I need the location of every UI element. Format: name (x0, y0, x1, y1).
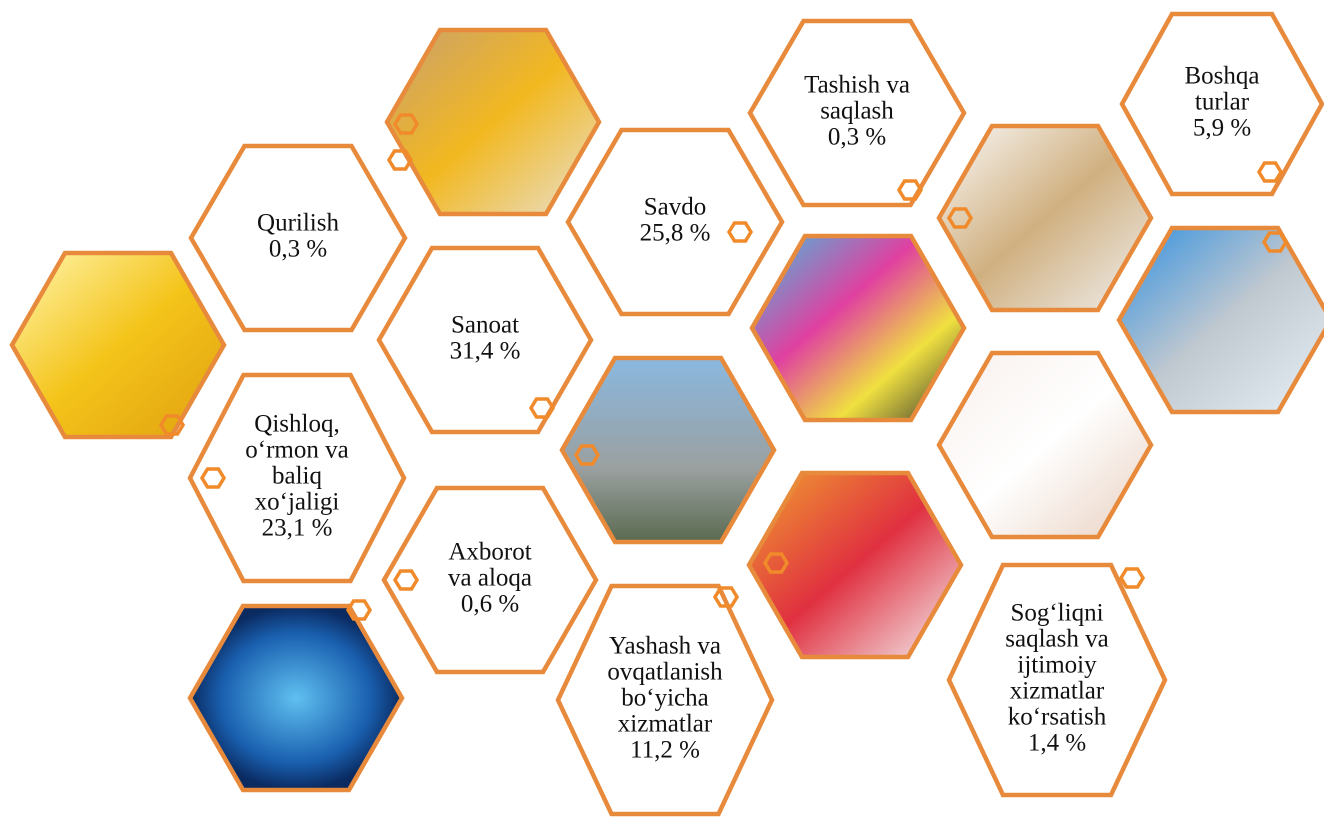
hexagon (187, 372, 407, 584)
sector-name: Axborot (448, 539, 531, 566)
mini-hex (726, 221, 754, 243)
image-hex (559, 355, 777, 545)
image-hex (749, 233, 967, 423)
hexagon (555, 583, 775, 817)
sector-name: Savdo (644, 194, 707, 221)
sector-name: saqlash (820, 98, 894, 125)
mini-hex (199, 467, 227, 489)
image-hex (187, 603, 405, 793)
sector-name: Tashish va (804, 72, 910, 99)
sector-share: 11,2 % (630, 737, 700, 764)
sector-name: xizmatlar (1010, 678, 1105, 705)
sector-share: 31,4 % (450, 338, 521, 365)
sector-share: 0,3 % (828, 124, 886, 151)
sector-name: o‘rmon va (245, 437, 348, 464)
mini-hex (392, 113, 420, 135)
sector-name: bo‘yicha (621, 685, 708, 712)
sector-share: 1,4 % (1028, 730, 1086, 757)
mini-hex (158, 414, 186, 436)
hexagon (1119, 11, 1324, 197)
mini-hex (1118, 567, 1146, 589)
sector-name: ovqatlanish (607, 659, 723, 686)
sector-name: turlar (1195, 89, 1250, 116)
sector-name: baliq (272, 463, 322, 490)
hexagon (376, 245, 594, 435)
sector-name: Boshqa (1185, 63, 1260, 90)
mini-hex (386, 149, 414, 171)
mini-hex (528, 397, 556, 419)
image-hex (746, 470, 964, 660)
sector-share: 5,9 % (1193, 115, 1251, 142)
sector-share: 25,8 % (640, 220, 711, 247)
sector-share: 0,3 % (269, 236, 327, 263)
sector-tile: Yashash vaovqatlanishbo‘yichaxizmatlar11… (555, 583, 775, 817)
sector-name: Yashash va (609, 633, 721, 660)
mini-hex (345, 599, 373, 621)
mini-hex (1261, 231, 1289, 253)
mini-hex (762, 552, 790, 574)
mini-hex (1256, 161, 1284, 183)
hexagon (565, 127, 785, 317)
image-hex (9, 250, 227, 440)
mini-hex (712, 586, 740, 608)
sector-name: Qurilish (257, 210, 339, 237)
hexagon (747, 18, 967, 208)
image-tiles (9, 27, 1324, 793)
sector-name: Sanoat (451, 312, 519, 339)
sector-name: saqlash va (1005, 626, 1108, 653)
mini-hex (392, 569, 420, 591)
sector-share: 23,1 % (262, 515, 333, 542)
sector-share: 0,6 % (461, 591, 519, 618)
hexagon (381, 485, 599, 675)
image-hex (384, 27, 602, 217)
sector-name: Qishloq, (254, 411, 339, 438)
mini-hex (946, 207, 974, 229)
hexagon (188, 143, 408, 333)
image-hex (936, 350, 1154, 540)
mini-hex (573, 444, 601, 466)
sector-name: va aloqa (448, 565, 532, 592)
decor (158, 113, 1289, 621)
sector-name: ijtimoiy (1017, 652, 1097, 679)
hexagon (946, 562, 1168, 798)
sector-name: xizmatlar (618, 711, 713, 738)
sector-name: xo‘jaligi (255, 489, 340, 516)
sector-name: Sog‘liqni (1010, 600, 1103, 627)
image-hex (1116, 225, 1324, 415)
sector-name: ko‘rsatish (1008, 704, 1107, 731)
image-hex (936, 123, 1154, 313)
mini-hex (896, 179, 924, 201)
